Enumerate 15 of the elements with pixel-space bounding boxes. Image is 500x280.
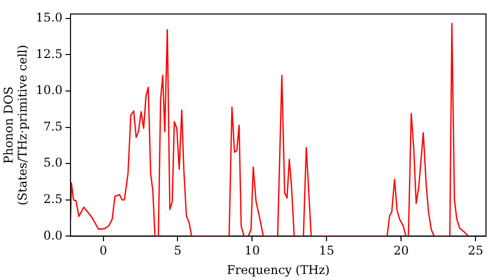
x-axis-title: Frequency (THz) (226, 262, 330, 277)
x-tick-label: 5 (174, 244, 182, 258)
y-tick-label: 5.0 (43, 156, 63, 170)
y-tick-label: 7.5 (43, 119, 63, 134)
x-tick-label: 20 (393, 244, 409, 258)
x-tick-label: 15 (319, 244, 334, 258)
x-tick-label: 0 (99, 244, 108, 258)
y-tick-label: 12.5 (36, 46, 63, 61)
x-tick-label: 10 (244, 244, 260, 258)
y-axis-title: Phonon DOS (States/THz·primitive cell) (1, 44, 30, 206)
x-tick-label: 25 (468, 244, 484, 258)
y-tick-label: 0.0 (43, 228, 63, 242)
y-tick-label: 2.5 (43, 192, 63, 206)
y-tick-label: 10.0 (36, 83, 63, 98)
y-tick-label: 15.0 (36, 10, 63, 24)
